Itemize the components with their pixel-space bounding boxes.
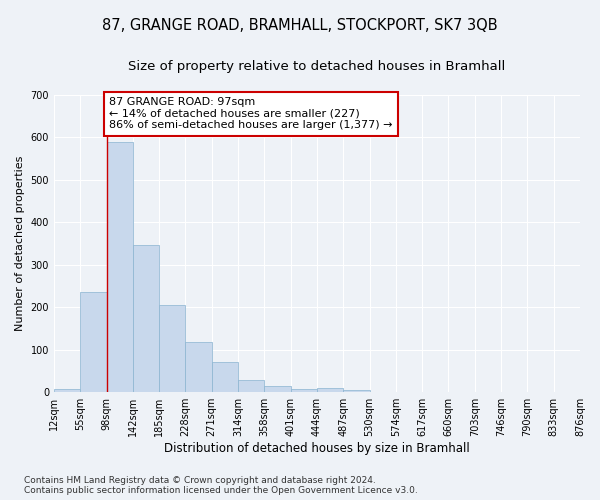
Y-axis label: Number of detached properties: Number of detached properties — [15, 156, 25, 332]
Text: Contains HM Land Registry data © Crown copyright and database right 2024.
Contai: Contains HM Land Registry data © Crown c… — [24, 476, 418, 495]
Bar — [265, 386, 290, 392]
Bar — [133, 245, 159, 392]
Bar — [80, 292, 107, 392]
X-axis label: Distribution of detached houses by size in Bramhall: Distribution of detached houses by size … — [164, 442, 470, 455]
Bar — [159, 305, 185, 392]
Text: 87 GRANGE ROAD: 97sqm
← 14% of detached houses are smaller (227)
86% of semi-det: 87 GRANGE ROAD: 97sqm ← 14% of detached … — [109, 97, 392, 130]
Bar — [185, 342, 212, 392]
Bar — [212, 362, 238, 392]
Bar — [54, 389, 80, 392]
Bar — [107, 142, 133, 392]
Title: Size of property relative to detached houses in Bramhall: Size of property relative to detached ho… — [128, 60, 506, 73]
Bar — [238, 380, 265, 392]
Text: 87, GRANGE ROAD, BRAMHALL, STOCKPORT, SK7 3QB: 87, GRANGE ROAD, BRAMHALL, STOCKPORT, SK… — [102, 18, 498, 32]
Bar — [317, 388, 343, 392]
Bar — [290, 389, 317, 392]
Bar — [343, 390, 370, 392]
